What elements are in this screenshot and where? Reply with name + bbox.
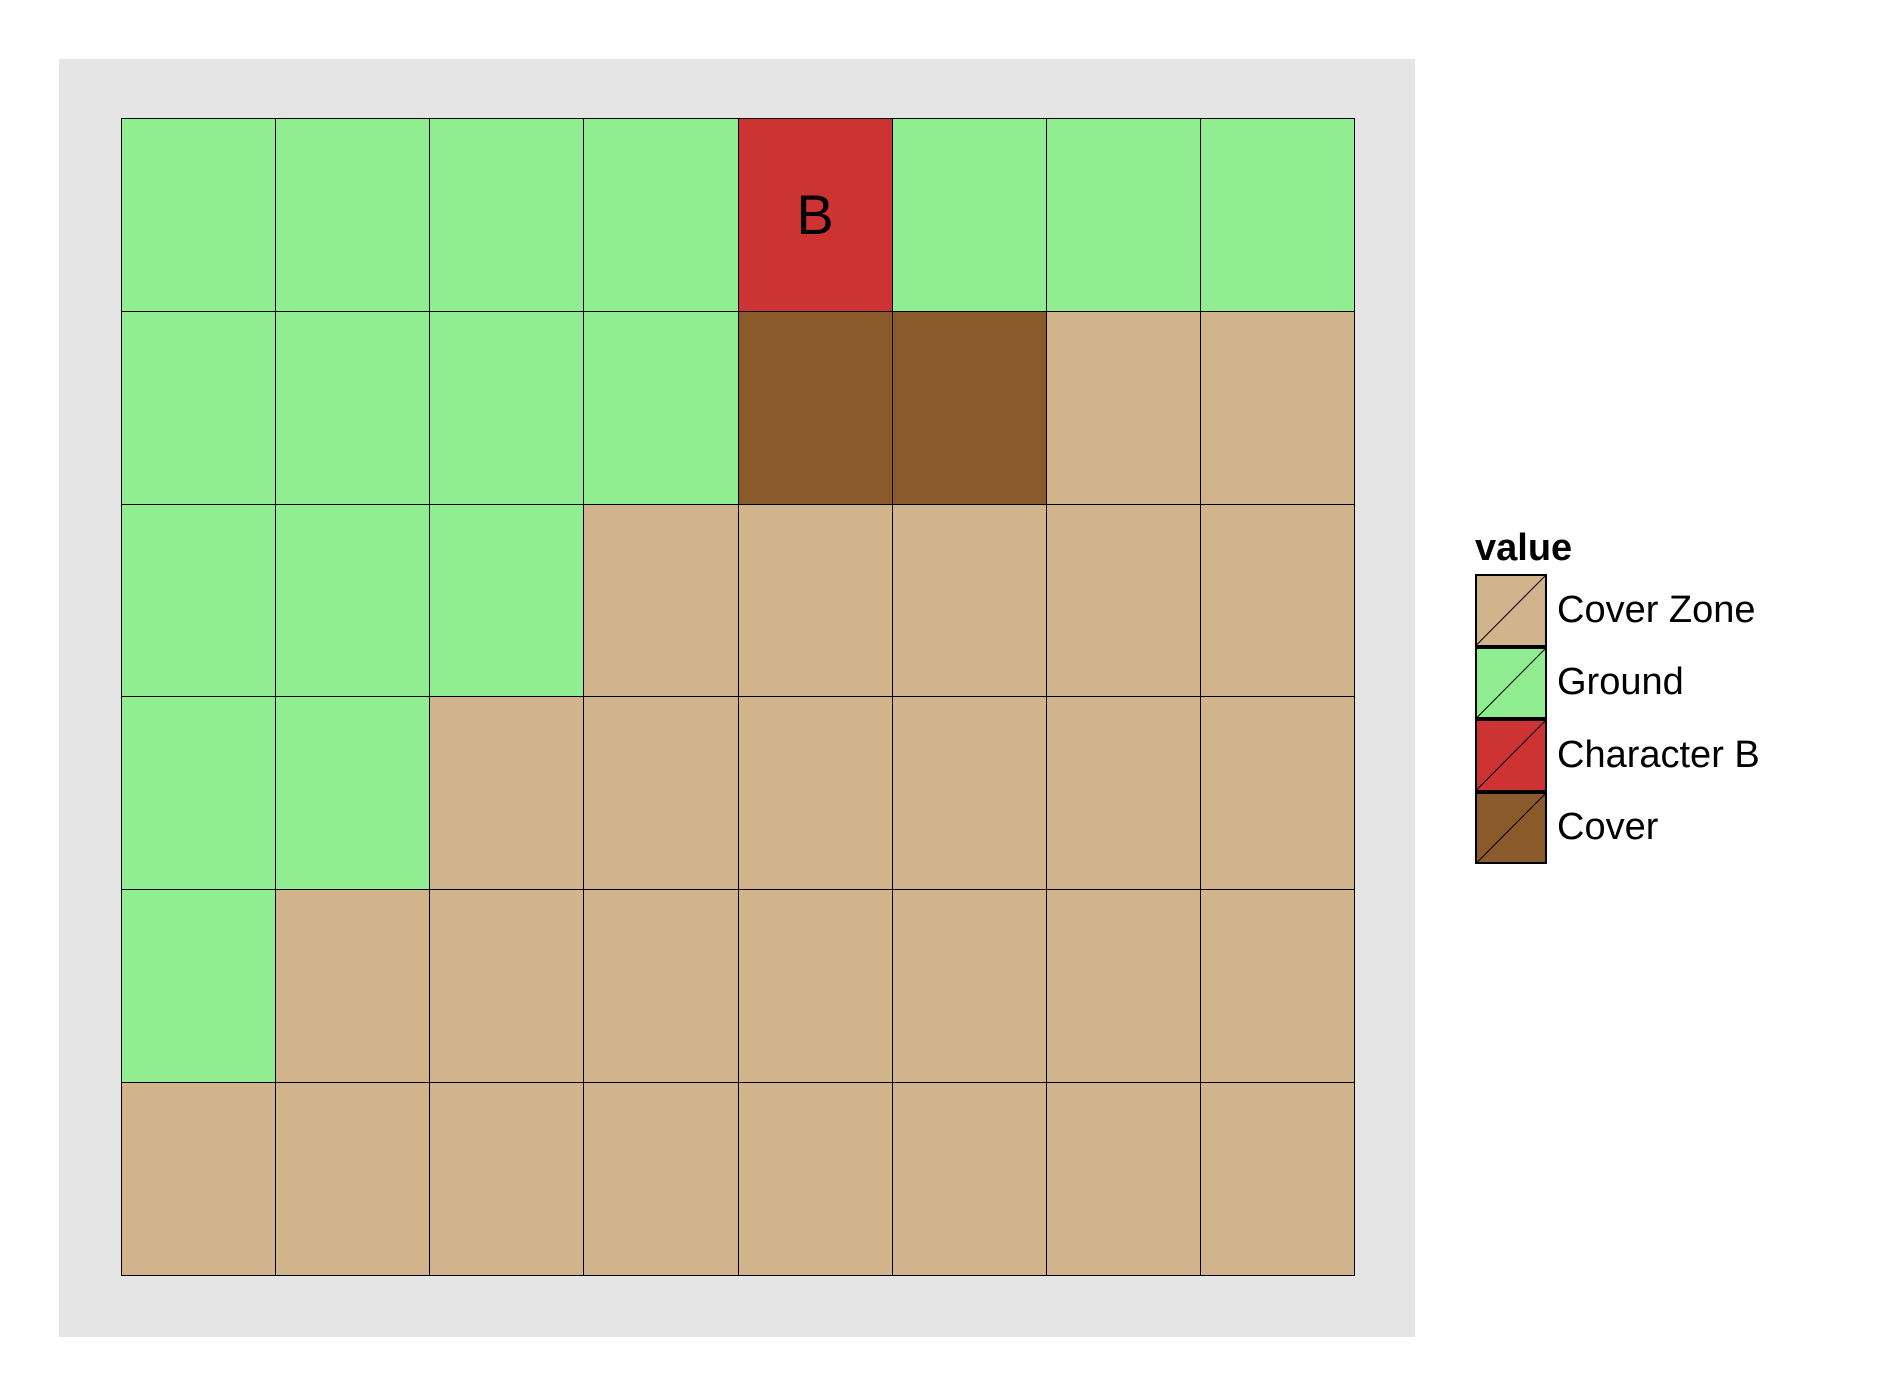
legend-item-character-b: Character B (1475, 719, 1835, 792)
board-cell-cover-zone (584, 1083, 739, 1276)
board-cell-cover-zone (1046, 1083, 1201, 1276)
board-cell-cover-zone (892, 697, 1047, 891)
board-cell-ground (1200, 119, 1355, 312)
board-cell-character-b: B (738, 119, 893, 312)
board-cell-cover-zone (1046, 311, 1201, 505)
board-cell-cover (738, 311, 893, 505)
board-cell-cover-zone (1200, 311, 1355, 505)
board-cell-ground (430, 119, 585, 312)
board-cell-cover-zone (276, 890, 431, 1084)
board-cell-cover-zone (1046, 504, 1201, 698)
board-cell-ground (122, 311, 277, 505)
board-cell-ground (430, 311, 585, 505)
board-cell-ground (276, 119, 431, 312)
board-cell-cover-zone (584, 697, 739, 891)
board-cell-cover-zone (1046, 890, 1201, 1084)
board-cell-cover-zone (584, 890, 739, 1084)
legend-items: Cover Zone Ground Character B Cover (1475, 574, 1835, 864)
board-cell-cover-zone (276, 1083, 431, 1276)
legend-swatch-cover-zone (1475, 574, 1547, 647)
board-cell-ground (276, 311, 431, 505)
board-cell-cover-zone (892, 890, 1047, 1084)
character-label: B (796, 183, 834, 247)
board-cell-cover-zone (892, 1083, 1047, 1276)
board-cell-cover-zone (738, 1083, 893, 1276)
game-board: B (121, 118, 1355, 1276)
board-cell-cover-zone (892, 504, 1047, 698)
legend-label: Cover Zone (1557, 588, 1756, 631)
board-cell-cover-zone (738, 890, 893, 1084)
board-cell-cover-zone (1200, 1083, 1355, 1276)
legend-swatch-ground (1475, 646, 1547, 719)
legend: value Cover Zone Ground Character B Cover (1475, 522, 1835, 864)
board-cell-ground (122, 119, 277, 312)
board-cell-ground (584, 311, 739, 505)
legend-label: Ground (1557, 661, 1684, 704)
board-cell-cover-zone (122, 1083, 277, 1276)
board-cell-ground (276, 504, 431, 698)
board-cell-ground (276, 697, 431, 891)
board-cell-cover-zone (1200, 504, 1355, 698)
legend-item-cover: Cover (1475, 791, 1835, 864)
board-cell-ground (122, 504, 277, 698)
board-cell-cover-zone (430, 1083, 585, 1276)
board-cell-ground (1046, 119, 1201, 312)
board-cell-cover-zone (430, 890, 585, 1084)
board-cell-cover (892, 311, 1047, 505)
board-cell-ground (430, 504, 585, 698)
board-cell-ground (892, 119, 1047, 312)
legend-swatch-cover (1475, 791, 1547, 864)
board-cell-ground (122, 890, 277, 1084)
legend-title: value (1475, 527, 1573, 569)
board-cell-ground (584, 119, 739, 312)
board-cell-cover-zone (738, 697, 893, 891)
legend-swatch-character-b (1475, 719, 1547, 792)
board-cell-cover-zone (1200, 697, 1355, 891)
legend-item-ground: Ground (1475, 646, 1835, 719)
board-cell-cover-zone (584, 504, 739, 698)
board-cell-ground (122, 697, 277, 891)
legend-item-cover-zone: Cover Zone (1475, 574, 1835, 647)
legend-label: Character B (1557, 733, 1760, 776)
legend-label: Cover (1557, 806, 1659, 849)
board-cell-cover-zone (1200, 890, 1355, 1084)
board-cell-cover-zone (430, 697, 585, 891)
board-cell-cover-zone (738, 504, 893, 698)
board-cell-cover-zone (1046, 697, 1201, 891)
